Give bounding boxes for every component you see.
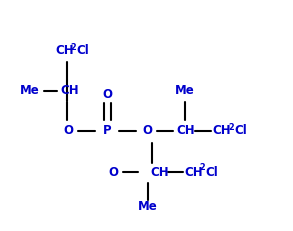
Text: CH: CH — [60, 85, 79, 97]
Text: Me: Me — [138, 201, 158, 213]
Text: 2: 2 — [199, 164, 205, 173]
Text: CH: CH — [150, 165, 169, 179]
Text: CH: CH — [176, 125, 195, 137]
Text: 2: 2 — [228, 122, 234, 131]
Text: CH: CH — [212, 125, 231, 137]
Text: O: O — [102, 88, 112, 100]
Text: 2: 2 — [70, 43, 76, 52]
Text: CH: CH — [184, 165, 203, 179]
Text: O: O — [108, 165, 118, 179]
Text: Me: Me — [175, 85, 195, 97]
Text: Cl: Cl — [205, 165, 218, 179]
Text: O: O — [63, 125, 73, 137]
Text: P: P — [103, 125, 111, 137]
Text: CH: CH — [55, 45, 74, 58]
Text: Cl: Cl — [76, 45, 89, 58]
Text: O: O — [142, 125, 152, 137]
Text: Cl: Cl — [234, 125, 247, 137]
Text: Me: Me — [20, 85, 40, 97]
